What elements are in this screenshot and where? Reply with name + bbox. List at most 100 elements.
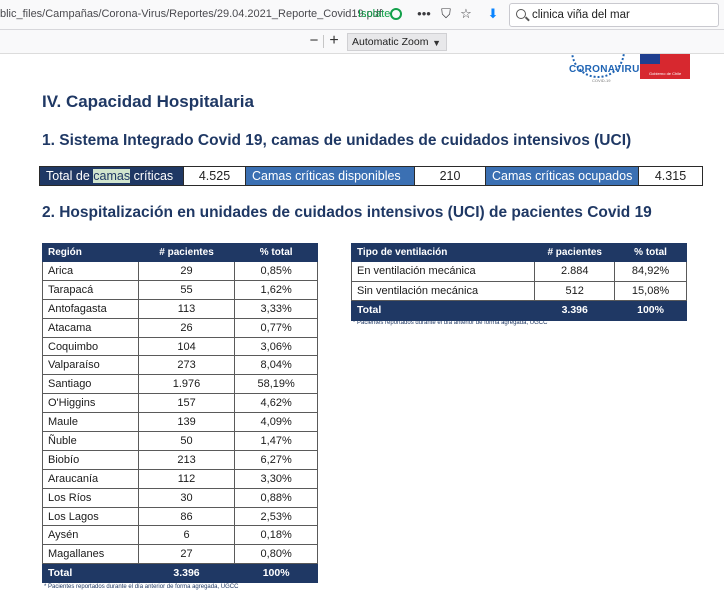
col-header-percent: % total — [234, 243, 318, 262]
bookmark-star-icon[interactable]: ☆ — [460, 6, 472, 21]
government-logo: Gobierno de Chile — [640, 54, 690, 79]
pocket-icon[interactable]: ⛉ — [441, 6, 451, 21]
table-cell: 8,04% — [234, 355, 318, 376]
table-cell: En ventilación mecánica — [350, 261, 536, 282]
section1-heading: 1. Sistema Integrado Covid 19, camas de … — [42, 132, 632, 149]
table-cell: O'Higgins — [42, 393, 139, 414]
table-cell: 139 — [137, 412, 236, 433]
table-row: Ñuble 50 1,47% — [42, 431, 318, 451]
table-header-row: Tipo de ventilación # pacientes % total — [350, 243, 687, 262]
total-patients: 3.396 — [534, 300, 616, 321]
table-cell: 104 — [137, 336, 236, 357]
table-row: Tarapacá 55 1,62% — [42, 279, 318, 300]
available-beds-label: Camas críticas disponibles — [246, 167, 414, 185]
pdf-toolbar: − + Automatic Zoom ▼ — [0, 30, 724, 54]
zoom-select[interactable]: Automatic Zoom ▼ — [347, 33, 447, 51]
isolate-icon[interactable] — [390, 8, 402, 20]
table-cell: Tarapacá — [42, 279, 139, 300]
zoom-select-value: Automatic Zoom — [352, 36, 429, 48]
government-logo-text: Gobierno de Chile — [649, 71, 682, 76]
table-cell: 0,88% — [234, 487, 318, 508]
search-input[interactable]: clinica viña del mar — [509, 3, 719, 27]
table-cell: 2.884 — [534, 261, 616, 282]
table-cell: 6,27% — [234, 449, 318, 470]
table-cell: Aysén — [42, 525, 139, 546]
table-row: Antofagasta 113 3,33% — [42, 298, 318, 319]
table-row: Aysén 6 0,18% — [42, 525, 318, 546]
table-cell: Valparaíso — [42, 355, 139, 376]
col-header-patients: # pacientes — [534, 243, 616, 262]
download-icon[interactable]: ⬇ — [487, 6, 499, 21]
col-header-ventilation-type: Tipo de ventilación — [350, 243, 536, 262]
col-header-patients: # pacientes — [137, 243, 236, 262]
table-cell: 213 — [137, 449, 236, 470]
table-row: Valparaíso 273 8,04% — [42, 355, 318, 376]
table-cell: 55 — [137, 279, 236, 300]
region-table-footnote: * Pacientes reportados durante el día an… — [44, 584, 239, 590]
search-icon — [516, 9, 526, 19]
total-patients: 3.396 — [137, 563, 236, 584]
table-cell: 157 — [137, 393, 236, 414]
table-cell: Atacama — [42, 317, 139, 338]
table-cell: 84,92% — [614, 261, 687, 282]
search-value: clinica viña del mar — [532, 9, 630, 21]
table-cell: Sin ventilación mecánica — [350, 280, 536, 301]
more-actions-icon[interactable]: ••• — [417, 6, 431, 21]
zoom-out-button[interactable]: − — [309, 32, 319, 49]
table-row: En ventilación mecánica 2.884 84,92% — [350, 261, 687, 282]
table-cell: Antofagasta — [42, 298, 139, 319]
occupied-beds-value: 4.315 — [638, 167, 702, 185]
table-row: Maule 139 4,09% — [42, 412, 318, 433]
table-row: Santiago 1.976 58,19% — [42, 374, 318, 395]
search-highlight: camas — [93, 169, 131, 183]
table-cell: Maule — [42, 412, 139, 433]
coronavirus-logo-subtext: COVID-19 — [592, 78, 611, 83]
coronavirus-logo-text: CORONAVIRUS — [569, 64, 647, 75]
table-cell: Los Lagos — [42, 506, 139, 527]
table-cell: 0,18% — [234, 525, 318, 546]
section2-heading: 2. Hospitalización en unidades de cuidad… — [42, 204, 652, 221]
isolate-label[interactable]: Isolate — [358, 8, 391, 20]
available-beds-value: 210 — [414, 167, 486, 185]
table-cell: Los Ríos — [42, 487, 139, 508]
table-cell: 1,62% — [234, 279, 318, 300]
col-header-percent: % total — [614, 243, 687, 262]
table-row: Atacama 26 0,77% — [42, 317, 318, 338]
table-cell: 273 — [137, 355, 236, 376]
table-cell: Araucanía — [42, 468, 139, 489]
table-cell: 3,06% — [234, 336, 318, 357]
table-cell: 4,62% — [234, 393, 318, 414]
table-header-row: Región # pacientes % total — [42, 243, 318, 262]
table-cell: 0,77% — [234, 317, 318, 338]
table-total-row: Total 3.396 100% — [350, 300, 687, 321]
zoom-divider — [323, 35, 324, 48]
table-total-row: Total 3.396 100% — [42, 563, 318, 584]
ventilation-table-footnote: * Pacientes reportados durante el día an… — [353, 320, 548, 326]
table-cell: 113 — [137, 298, 236, 319]
table-cell: 30 — [137, 487, 236, 508]
table-cell: 112 — [137, 468, 236, 489]
table-cell: 1.976 — [137, 374, 236, 395]
table-cell: 6 — [137, 525, 236, 546]
table-cell: 50 — [137, 431, 236, 451]
table-row: Araucanía 112 3,30% — [42, 468, 318, 489]
total-beds-value: 4.525 — [183, 167, 246, 185]
table-row: Los Lagos 86 2,53% — [42, 506, 318, 527]
url-bar[interactable]: blic_files/Campañas/Corona-Virus/Reporte… — [0, 8, 382, 20]
table-row: Magallanes 27 0,80% — [42, 544, 318, 565]
zoom-in-button[interactable]: + — [329, 32, 339, 49]
table-cell: Coquimbo — [42, 336, 139, 357]
region-table: Región # pacientes % total Arica 29 0,85% T… — [42, 243, 318, 584]
coronavirus-logo-ring — [567, 54, 629, 80]
total-label: Total — [42, 563, 139, 584]
table-cell: 58,19% — [234, 374, 318, 395]
table-row: Arica 29 0,85% — [42, 261, 318, 281]
table-cell: 3,33% — [234, 298, 318, 319]
table-row: Los Ríos 30 0,88% — [42, 487, 318, 508]
total-label: Total — [350, 300, 536, 321]
ventilation-table: Tipo de ventilación # pacientes % total … — [350, 243, 687, 321]
table-cell: 0,80% — [234, 544, 318, 565]
total-percent: 100% — [234, 563, 318, 584]
table-cell: 1,47% — [234, 431, 318, 451]
report-title: IV. Capacidad Hospitalaria — [42, 92, 254, 111]
